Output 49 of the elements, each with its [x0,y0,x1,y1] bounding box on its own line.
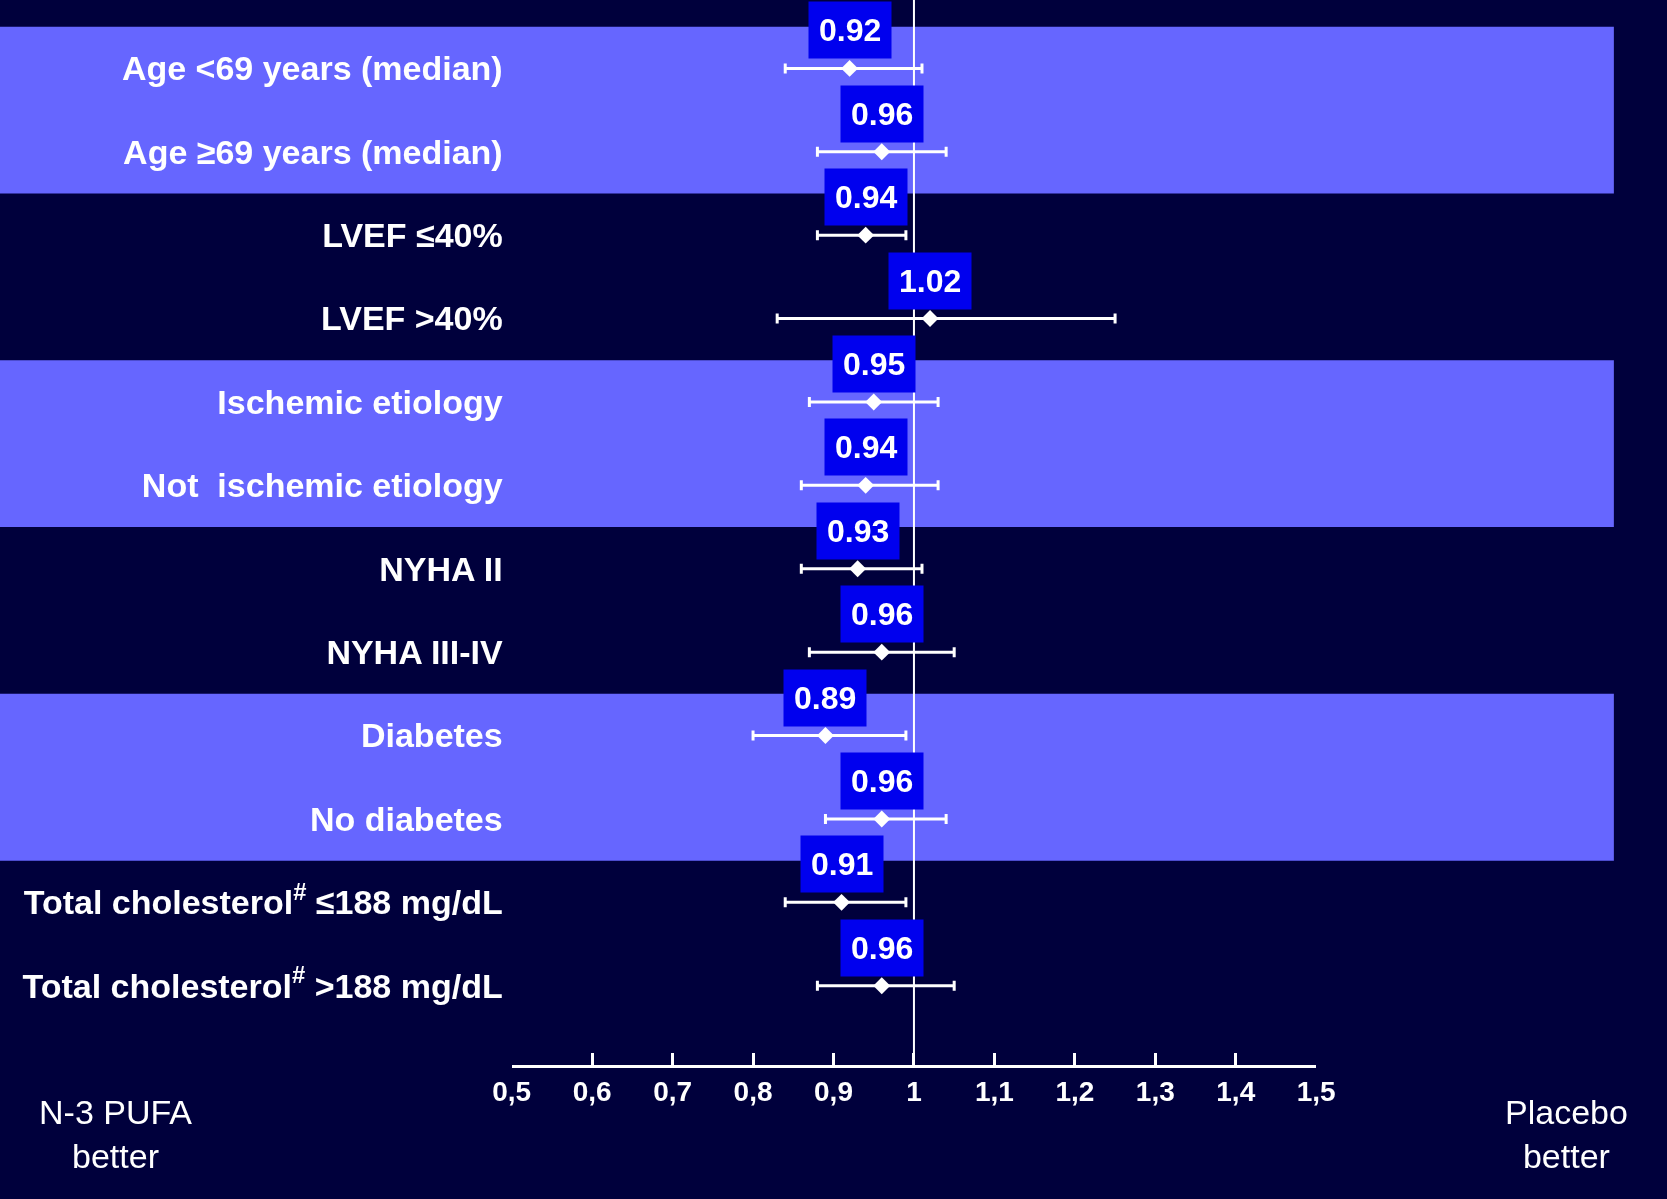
text: N-3 PUFA better [39,1093,193,1176]
y-tick-label: LVEF ≤40% [322,216,503,255]
data-label: 0.95 [843,346,906,382]
data-label: 0.94 [835,429,898,465]
point [873,810,891,828]
x-tick-label: 1,1 [974,1076,1014,1108]
point [921,310,939,328]
x-tick-label: 1,4 [1216,1076,1256,1108]
x-tick-label: 1,5 [1296,1076,1336,1108]
point [865,393,883,411]
data-label: 0.96 [851,596,914,632]
x-tick-label: 0,7 [653,1076,693,1108]
point [817,727,834,744]
y-tick-label: Diabetes [360,716,503,755]
point [857,476,875,494]
data-label: 0.91 [811,846,874,882]
y-tick-label: No diabetes [309,799,503,838]
data-label: 1.02 [899,263,962,299]
x-tick-label: 0,5 [492,1076,532,1108]
point [857,226,875,244]
y-tick-label: Ischemic etiology [217,382,503,421]
data-label: 0.94 [835,179,898,215]
point [873,977,891,995]
data-label: 0.96 [851,930,914,966]
y-tick-label: NYHA III-IV [326,633,504,672]
y-tick-label: Age ≥69 years (median) [123,132,503,171]
data-label: 0.92 [819,12,882,48]
data-label: 0.96 [851,96,914,132]
x-tick-label: 0,9 [814,1076,853,1108]
point [873,143,891,161]
point [849,560,867,578]
x-tick-label: 0,6 [572,1076,612,1108]
x-tick-label: 1 [906,1076,922,1108]
x-tick-label: 0,8 [733,1076,773,1108]
x-tick-label: 1,2 [1055,1076,1095,1108]
data-label: 0.96 [851,763,914,799]
point [873,643,891,661]
x-tick-label: 1,3 [1135,1076,1175,1108]
y-tick-label: Total cholesterol$^{#}$ >188 mg/dL [22,961,503,1005]
y-tick-label: NYHA II [379,549,503,588]
data-label: 0.89 [794,680,857,716]
y-tick-label: Not ischemic etiology [141,466,503,505]
text: Placebo better [1505,1093,1628,1176]
y-tick-label: Age <69 years (median) [121,49,503,88]
y-tick-label: LVEF >40% [320,299,503,338]
data-label: 0.93 [827,513,890,549]
point [833,893,850,911]
y-tick-label: Total cholesterol$^{#}$ ≤188 mg/dL [23,877,503,922]
point [841,59,859,77]
